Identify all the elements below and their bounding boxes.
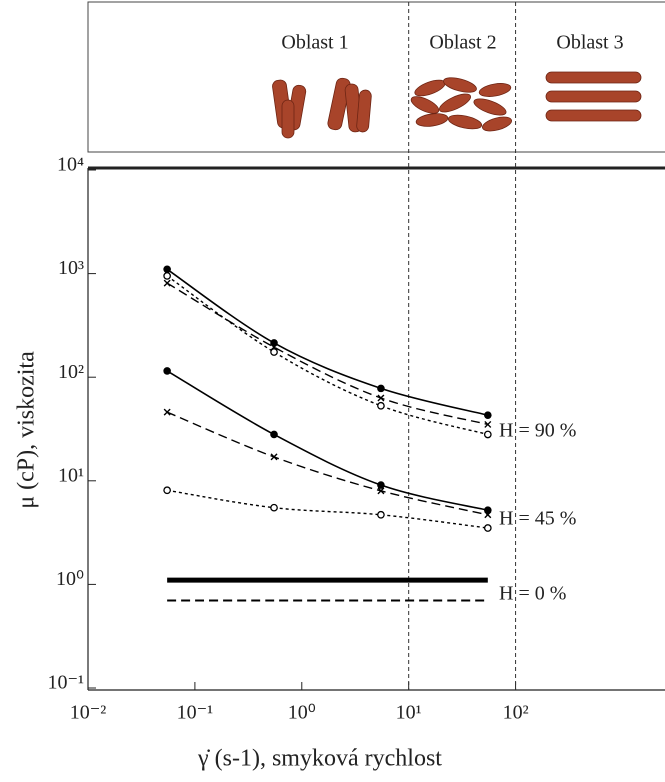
series-line bbox=[166, 370, 489, 512]
y-axis-title: μ (cP), viskozita bbox=[14, 351, 40, 509]
marker bbox=[377, 487, 385, 495]
marker bbox=[163, 279, 171, 287]
marker bbox=[483, 524, 492, 532]
region-label: Oblast 2 bbox=[429, 32, 496, 54]
marker bbox=[377, 481, 385, 489]
marker bbox=[270, 348, 278, 356]
series-line bbox=[167, 489, 488, 529]
y-tick-label: 10² bbox=[58, 361, 84, 383]
marker bbox=[483, 430, 492, 439]
marker bbox=[484, 420, 492, 428]
x-tick-label: 10⁰ bbox=[288, 702, 316, 724]
y-tick-label: 10¹ bbox=[58, 464, 84, 486]
marker bbox=[377, 394, 385, 402]
region-label: Oblast 1 bbox=[281, 32, 348, 54]
marker bbox=[270, 453, 278, 461]
marker bbox=[377, 510, 385, 519]
region-label: Oblast 3 bbox=[556, 32, 623, 54]
x-tick-label: 10¹ bbox=[396, 702, 422, 724]
top-panel bbox=[87, 1, 665, 153]
marker bbox=[270, 430, 278, 439]
marker bbox=[377, 401, 385, 410]
marker bbox=[270, 343, 278, 351]
x-tick-label: 10² bbox=[503, 702, 529, 724]
marker bbox=[163, 265, 171, 274]
series-line bbox=[166, 411, 488, 516]
y-tick-label: 10⁴ bbox=[57, 154, 84, 176]
series-line bbox=[166, 268, 489, 416]
marker bbox=[163, 367, 171, 375]
marker bbox=[484, 411, 492, 419]
y-tick-label: 10⁻¹ bbox=[47, 672, 84, 694]
series-line bbox=[166, 275, 488, 436]
marker bbox=[377, 384, 385, 393]
oblast-3-particles bbox=[545, 71, 642, 122]
y-tick-label: 10⁰ bbox=[56, 568, 84, 590]
oblast-2-particles bbox=[410, 77, 512, 132]
marker bbox=[484, 511, 492, 519]
marker bbox=[163, 272, 171, 280]
annotation: H = 0 % bbox=[499, 583, 566, 605]
x-axis-title: γ̇ (s-1), smyková rychlost bbox=[197, 746, 442, 772]
marker bbox=[163, 408, 171, 416]
x-tick-label: 10⁻² bbox=[70, 702, 107, 724]
marker bbox=[163, 486, 171, 495]
marker bbox=[270, 339, 278, 347]
annotation: H = 45 % bbox=[499, 508, 576, 530]
marker bbox=[270, 503, 278, 512]
x-tick-label: 10⁻¹ bbox=[177, 702, 214, 724]
oblast-1-particles bbox=[272, 77, 372, 139]
y-tick-label: 10³ bbox=[58, 257, 84, 279]
annotation: H = 90 % bbox=[499, 420, 576, 442]
